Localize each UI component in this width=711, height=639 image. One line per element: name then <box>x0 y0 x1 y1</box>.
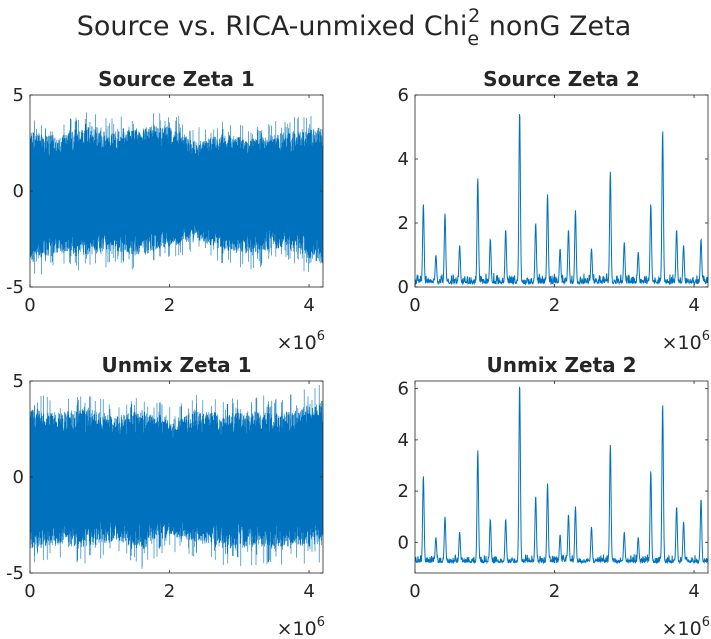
x-exponent-label: ×106 <box>277 329 325 354</box>
series-line <box>30 385 323 569</box>
series-line <box>415 114 708 286</box>
y-tick-label: 0 <box>398 532 409 553</box>
y-tick-label: 5 <box>13 371 24 392</box>
y-tick-label: 2 <box>398 213 409 234</box>
subplot-4: Unmix Zeta 2 0 2 4 0 2 4 6 ×106 <box>398 353 710 639</box>
axes-box <box>414 94 709 288</box>
x-tick-label: 4 <box>303 581 314 602</box>
y-tick-label: -5 <box>6 277 24 298</box>
x-tick-label: 4 <box>688 295 699 316</box>
figure-title-main: Source vs. RICA-unmixed Chi <box>77 11 468 42</box>
x-tick-label: 2 <box>549 295 560 316</box>
subplot-3: Unmix Zeta 10 2 4-505×106 <box>6 353 325 639</box>
figure-title: Source vs. RICA-unmixed Chie2 nonG Zeta <box>77 5 632 50</box>
subplot-title: Source Zeta 1 <box>98 67 255 91</box>
x-tick-label: 0 <box>24 295 35 316</box>
x-exponent-label: ×106 <box>662 615 710 635</box>
y-tick-label: 0 <box>398 277 409 298</box>
y-tick-label: 0 <box>13 181 24 202</box>
subplot-2: Source Zeta 2 0 2 4 0 2 4 6 ×106 <box>398 67 710 354</box>
y-tick-label: 4 <box>398 430 409 451</box>
x-tick-label: 2 <box>164 581 175 602</box>
series-line <box>415 386 708 565</box>
y-tick-label: 6 <box>398 379 409 400</box>
figure-title-end: nonG Zeta <box>480 11 631 42</box>
y-tick-label: 2 <box>398 481 409 502</box>
x-tick-label: 4 <box>688 581 699 602</box>
y-tick-label: -5 <box>6 563 24 584</box>
x-tick-label: 0 <box>409 581 420 602</box>
figure-title-subscript: e <box>467 28 479 50</box>
series-line <box>30 112 323 275</box>
axes-box <box>414 380 709 574</box>
figure-title-superscript: 2 <box>468 5 480 27</box>
x-tick-label: 0 <box>24 581 35 602</box>
x-tick-label: 0 <box>409 295 420 316</box>
x-tick-label: 4 <box>303 295 314 316</box>
x-tick-label: 2 <box>164 295 175 316</box>
subplot-title: Source Zeta 2 <box>483 67 640 91</box>
subplot-1: Source Zeta 10 2 4-505×106 <box>6 67 325 354</box>
x-exponent-label: ×106 <box>277 615 325 635</box>
y-tick-label: 0 <box>13 467 24 488</box>
y-tick-label: 6 <box>398 85 409 106</box>
y-tick-label: 5 <box>13 85 24 106</box>
y-tick-label: 4 <box>398 149 409 170</box>
x-exponent-label: ×106 <box>662 329 710 354</box>
x-tick-label: 2 <box>549 581 560 602</box>
subplot-title: Unmix Zeta 2 <box>486 353 636 377</box>
subplot-title: Unmix Zeta 1 <box>101 353 251 377</box>
